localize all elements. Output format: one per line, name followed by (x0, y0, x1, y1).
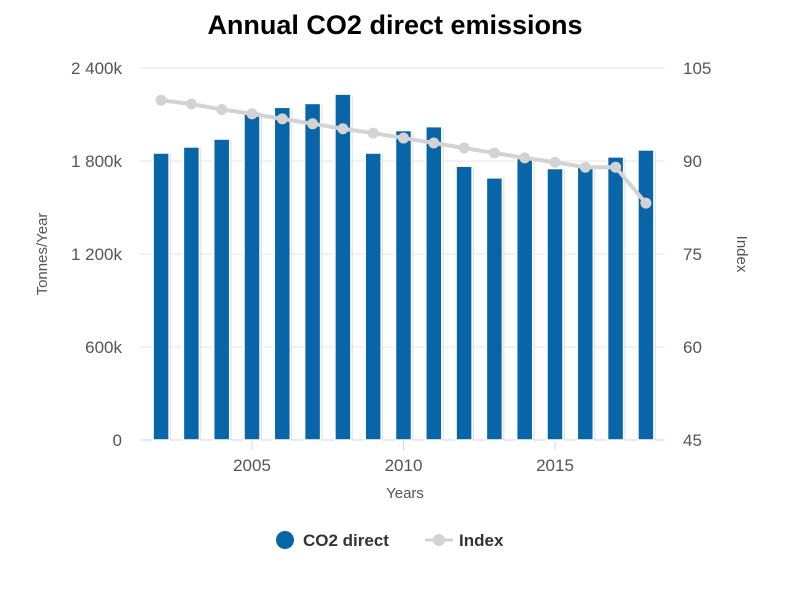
index-point (579, 161, 591, 173)
bar (303, 102, 322, 441)
index-point (428, 137, 440, 149)
bar (425, 125, 443, 441)
bar (243, 111, 261, 441)
index-point (155, 94, 167, 106)
bar (152, 152, 170, 441)
index-point (610, 161, 622, 173)
index-point (246, 108, 258, 120)
bar (182, 146, 201, 441)
index-point (458, 142, 470, 154)
y2-tick-label: 75 (683, 245, 702, 264)
y-tick-label: 600k (85, 338, 122, 357)
bar (606, 156, 625, 441)
index-point (367, 127, 379, 139)
index-point (519, 152, 531, 164)
legend-label: CO2 direct (303, 531, 389, 550)
y-tick-label: 2 400k (71, 59, 123, 78)
bar (364, 152, 382, 441)
bar (334, 93, 352, 441)
y-tick-label: 1 200k (71, 245, 123, 264)
y2-tick-label: 105 (683, 59, 711, 78)
index-point (337, 123, 349, 135)
bar (394, 129, 413, 441)
index-point (488, 147, 500, 159)
bar (637, 149, 655, 441)
bar (212, 138, 231, 441)
y2-tick-label: 60 (683, 338, 702, 357)
chart-title: Annual CO2 direct emissions (207, 10, 583, 40)
bar (515, 157, 534, 441)
bar (576, 164, 595, 441)
bar (546, 167, 564, 441)
x-tick-label: 2010 (385, 456, 423, 475)
index-point (185, 98, 197, 110)
index-point (640, 197, 652, 209)
y2-axis-label: Index (733, 236, 750, 273)
bar (485, 177, 504, 441)
x-axis-label: Years (386, 485, 424, 502)
y-tick-label: 1 800k (71, 152, 123, 171)
x-tick-label: 2015 (536, 456, 574, 475)
y-axis-label: Tonnes/Year (34, 213, 51, 296)
y2-tick-label: 45 (683, 431, 702, 450)
legend-label: Index (459, 531, 504, 550)
bar (455, 165, 473, 441)
index-point (398, 132, 409, 144)
y2-tick-label: 90 (683, 152, 702, 171)
index-point (549, 156, 561, 168)
index-point (307, 118, 319, 130)
x-tick-label: 2005 (233, 456, 271, 475)
legend-bar-symbol (276, 531, 294, 549)
index-point (276, 113, 288, 125)
index-point (216, 104, 228, 116)
legend-line-marker (433, 534, 445, 546)
y-tick-label: 0 (113, 431, 122, 450)
bar (273, 106, 292, 441)
